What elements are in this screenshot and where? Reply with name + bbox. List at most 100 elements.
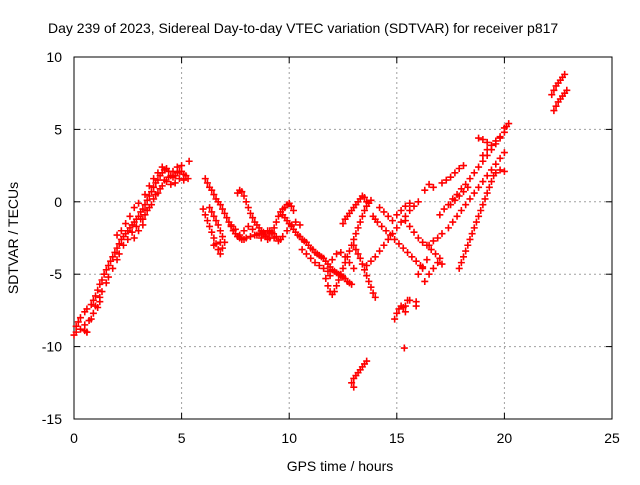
data-point xyxy=(322,275,330,283)
data-point xyxy=(216,201,224,209)
data-point xyxy=(227,221,235,229)
data-point xyxy=(94,286,102,294)
data-point xyxy=(145,182,153,190)
data-point xyxy=(158,163,166,171)
data-point xyxy=(83,305,91,313)
data-point xyxy=(479,136,487,144)
data-point xyxy=(122,220,130,228)
data-point xyxy=(492,169,500,177)
data-point xyxy=(466,235,474,243)
data-point xyxy=(89,296,97,304)
data-point xyxy=(348,379,356,387)
chart-title: Day 239 of 2023, Sidereal Day-to-day VTE… xyxy=(48,20,558,36)
data-point xyxy=(135,199,143,207)
data-point xyxy=(330,288,338,296)
data-point xyxy=(184,175,192,183)
data-point xyxy=(130,204,138,212)
data-point xyxy=(371,253,379,261)
data-point xyxy=(406,222,414,230)
data-point xyxy=(98,288,106,296)
x-tick-label: 5 xyxy=(178,430,186,446)
data-point xyxy=(470,169,478,177)
data-point xyxy=(206,204,214,212)
data-point xyxy=(350,383,358,391)
data-point xyxy=(399,244,407,252)
data-point xyxy=(410,228,418,236)
data-point xyxy=(397,206,405,214)
data-point xyxy=(500,124,508,132)
data-point xyxy=(113,244,121,252)
data-point xyxy=(386,231,394,239)
data-point xyxy=(109,264,117,272)
plot-frame xyxy=(73,56,613,420)
data-point xyxy=(419,238,427,246)
data-point xyxy=(361,266,369,274)
data-point xyxy=(442,176,450,184)
data-point xyxy=(380,208,388,216)
data-point xyxy=(483,146,491,154)
data-point xyxy=(150,195,158,203)
data-point xyxy=(126,212,134,220)
data-point xyxy=(391,315,399,323)
data-point xyxy=(141,211,149,219)
data-point xyxy=(199,205,207,213)
data-point xyxy=(492,137,500,145)
data-point xyxy=(367,257,375,265)
data-point xyxy=(449,218,457,226)
data-point xyxy=(98,276,106,284)
data-point xyxy=(438,179,446,187)
data-point xyxy=(298,246,306,254)
data-point xyxy=(455,264,463,272)
data-point xyxy=(485,183,493,191)
data-point xyxy=(341,259,349,267)
data-point xyxy=(244,222,252,230)
data-point xyxy=(212,217,220,225)
data-point xyxy=(550,107,558,115)
data-point xyxy=(119,241,127,249)
data-point xyxy=(354,224,362,232)
data-point xyxy=(455,164,463,172)
data-point xyxy=(429,183,437,191)
data-point xyxy=(216,250,224,258)
data-point xyxy=(462,201,470,209)
x-tick-label: 20 xyxy=(497,430,513,446)
data-point xyxy=(361,193,369,201)
data-point xyxy=(210,234,218,242)
data-point xyxy=(315,262,323,270)
data-point xyxy=(145,192,153,200)
data-point xyxy=(401,202,409,210)
data-point xyxy=(384,212,392,220)
data-point xyxy=(487,166,495,174)
data-point xyxy=(279,233,287,241)
data-point xyxy=(169,167,177,175)
y-tick-label: 5 xyxy=(54,121,62,137)
data-point xyxy=(253,231,261,239)
data-point xyxy=(436,254,444,262)
data-point xyxy=(210,212,218,220)
data-point xyxy=(72,328,80,336)
data-point xyxy=(363,262,371,270)
data-point xyxy=(408,253,416,261)
data-point xyxy=(266,227,274,235)
data-point xyxy=(113,256,121,264)
data-point xyxy=(109,253,117,261)
data-point xyxy=(87,301,95,309)
data-point xyxy=(236,231,244,239)
data-point xyxy=(165,173,173,181)
data-point xyxy=(242,234,250,242)
data-point xyxy=(438,230,446,238)
data-point xyxy=(354,250,362,258)
data-point xyxy=(292,218,300,226)
data-point xyxy=(382,227,390,235)
data-point xyxy=(427,246,435,254)
data-point xyxy=(457,185,465,193)
data-point xyxy=(444,201,452,209)
data-point xyxy=(348,280,356,288)
data-point xyxy=(477,206,485,214)
data-point xyxy=(391,235,399,243)
data-point xyxy=(272,218,280,226)
data-point xyxy=(414,270,422,278)
x-tick-label: 25 xyxy=(604,430,620,446)
